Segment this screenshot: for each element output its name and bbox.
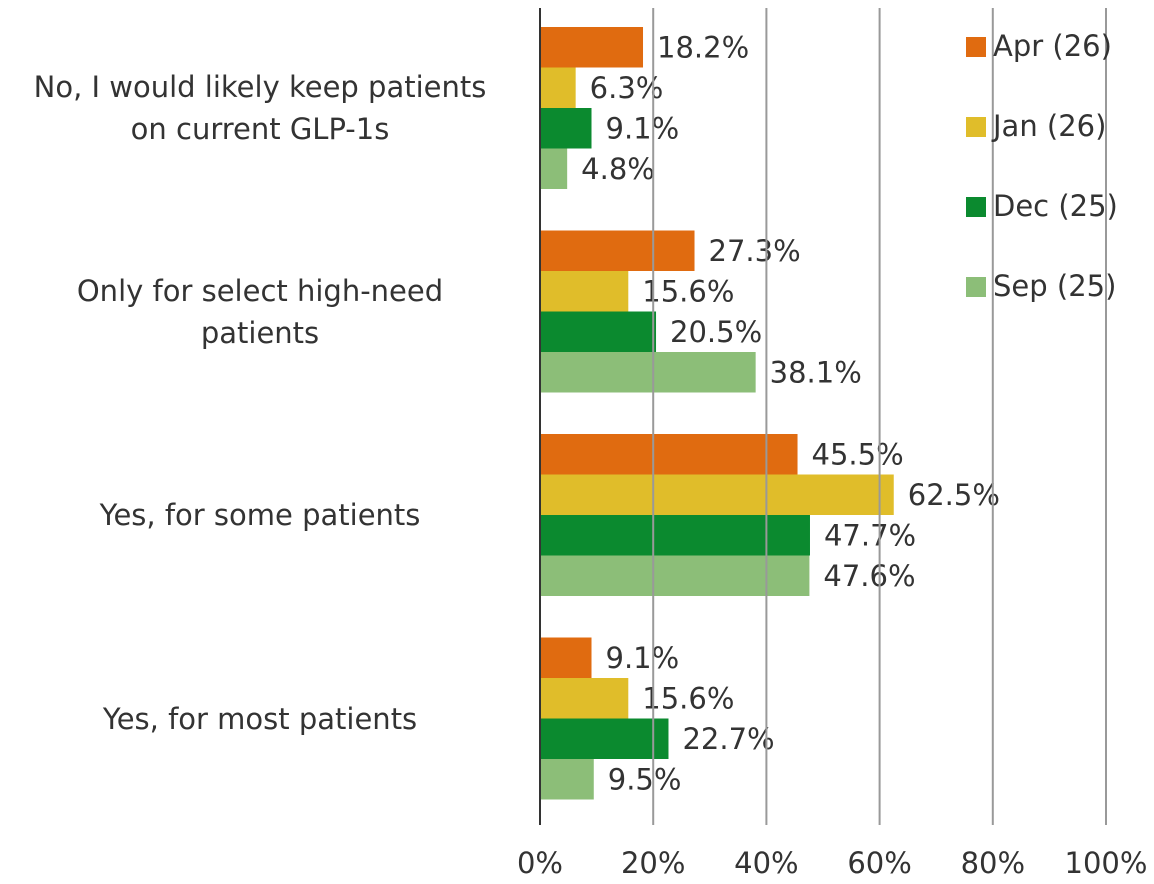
data-label: 45.5% xyxy=(812,437,904,471)
legend-label: Jan (26) xyxy=(991,109,1106,143)
bar xyxy=(540,230,695,271)
bar xyxy=(540,515,810,556)
bar xyxy=(540,718,669,759)
legend-label: Dec (25) xyxy=(993,189,1118,223)
x-tick-label: 60% xyxy=(847,846,911,880)
bar xyxy=(540,311,657,352)
legend-label: Sep (25) xyxy=(993,269,1116,303)
category-label: Yes, for some patients xyxy=(99,498,421,532)
x-tick-label: 80% xyxy=(961,846,1025,880)
data-label: 9.5% xyxy=(608,762,682,796)
x-tick-label: 100% xyxy=(1065,846,1148,880)
bar xyxy=(540,759,594,800)
bar xyxy=(540,555,810,596)
legend-swatch xyxy=(966,197,986,217)
x-tick-label: 40% xyxy=(734,846,798,880)
x-tick-label: 20% xyxy=(621,846,685,880)
x-tick-label: 0% xyxy=(517,846,563,880)
legend-swatch xyxy=(966,37,986,57)
bar xyxy=(540,474,894,515)
data-label: 18.2% xyxy=(657,30,749,64)
bar xyxy=(540,27,644,68)
category-label: Only for select high-need patients xyxy=(76,273,444,350)
data-label: 15.6% xyxy=(642,274,734,308)
data-label: 20.5% xyxy=(670,315,762,349)
data-label: 6.3% xyxy=(590,71,664,105)
data-label: 47.6% xyxy=(823,559,915,593)
category-label: Yes, for most patients xyxy=(102,701,418,736)
data-label: 38.1% xyxy=(770,355,862,389)
bar xyxy=(540,108,592,149)
data-label: 27.3% xyxy=(709,234,801,268)
legend-swatch xyxy=(966,277,986,297)
legend-label: Apr (26) xyxy=(993,29,1112,63)
data-label: 15.6% xyxy=(642,681,734,715)
bar xyxy=(540,434,798,475)
bar xyxy=(540,637,592,678)
bar xyxy=(540,67,576,108)
legend-swatch xyxy=(966,117,986,137)
data-label: 47.7% xyxy=(824,518,916,552)
bar xyxy=(540,352,756,393)
data-label: 22.7% xyxy=(682,722,774,756)
category-label: No, I would likely keep patients on curr… xyxy=(33,70,487,146)
data-label: 9.1% xyxy=(606,641,680,675)
bar xyxy=(540,271,629,312)
bar xyxy=(540,678,629,719)
data-label: 9.1% xyxy=(606,111,680,145)
bar xyxy=(540,148,568,189)
data-label: 4.8% xyxy=(581,152,655,186)
data-label: 62.5% xyxy=(908,478,1000,512)
